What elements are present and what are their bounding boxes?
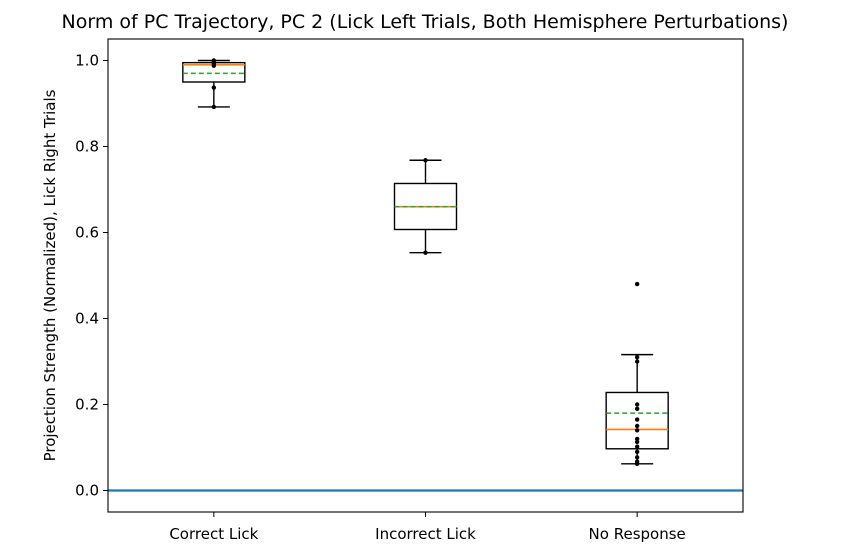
data-point <box>211 85 217 90</box>
x-tick-label: No Response <box>589 525 686 543</box>
y-tick-label: 0.2 <box>75 396 99 414</box>
data-point <box>634 406 640 411</box>
x-tick-label: Incorrect Lick <box>375 525 476 543</box>
data-point <box>634 449 640 454</box>
data-point <box>634 444 640 449</box>
data-point <box>423 250 428 255</box>
data-point <box>634 428 640 433</box>
data-point <box>634 359 640 364</box>
x-tick-label: Correct Lick <box>169 525 258 543</box>
data-point <box>634 355 640 360</box>
data-point <box>634 417 640 422</box>
box-group <box>393 158 458 255</box>
chart-title: Norm of PC Trajectory, PC 2 (Lick Left T… <box>62 11 789 33</box>
data-point <box>634 459 640 464</box>
box-group <box>605 281 669 467</box>
data-point <box>211 58 217 63</box>
y-axis-label: Projection Strength (Normalized), Lick R… <box>41 89 59 461</box>
box-group <box>182 58 246 110</box>
y-tick-label: 0.8 <box>75 138 99 156</box>
data-point <box>634 439 640 445</box>
data-point <box>634 281 640 287</box>
data-point <box>211 104 217 110</box>
data-point <box>634 455 640 460</box>
data-point <box>634 402 640 407</box>
data-point <box>423 158 428 163</box>
y-tick-label: 0.4 <box>75 310 99 328</box>
data-point <box>634 436 640 442</box>
data-point <box>634 423 640 429</box>
plot-frame <box>107 38 744 513</box>
y-tick-label: 0.6 <box>75 224 99 242</box>
y-tick-label: 0.0 <box>75 482 99 500</box>
y-tick-label: 1.0 <box>75 52 99 70</box>
